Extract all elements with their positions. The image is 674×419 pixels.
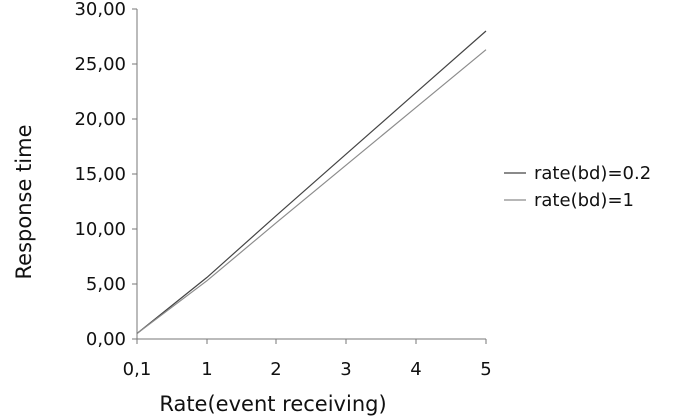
legend-label: rate(bd)=0.2 — [534, 163, 651, 184]
x-tick-label: 3 — [340, 359, 351, 380]
y-tick-label: 25,00 — [74, 54, 126, 75]
y-tick-label: 0,00 — [86, 329, 126, 350]
legend-label: rate(bd)=1 — [534, 190, 634, 211]
x-tick-label: 2 — [270, 359, 281, 380]
x-tick-label: 4 — [410, 359, 421, 380]
series-lines — [136, 30, 487, 334]
y-tick-label: 10,00 — [74, 219, 126, 240]
x-tick-label: 5 — [480, 359, 491, 380]
series-line-1 — [136, 30, 487, 334]
x-tick-label: 0,1 — [123, 359, 152, 380]
y-axis-title: Response time — [12, 125, 36, 280]
ticks: 0,00 5,00 10,00 15,00 20,00 25,00 30,00 0,1 1 2 3 4… — [74, 0, 491, 380]
x-axis-title: Rate(event receiving) — [159, 392, 386, 416]
series-line-2 — [136, 49, 487, 334]
x-tick-label: 1 — [201, 359, 212, 380]
y-tick-label: 30,00 — [74, 0, 126, 20]
y-tick-label: 15,00 — [74, 164, 126, 185]
legend: rate(bd)=0.2 rate(bd)=1 — [504, 163, 651, 211]
y-tick-label: 5,00 — [86, 274, 126, 295]
axes — [136, 9, 486, 340]
y-tick-label: 20,00 — [74, 109, 126, 130]
